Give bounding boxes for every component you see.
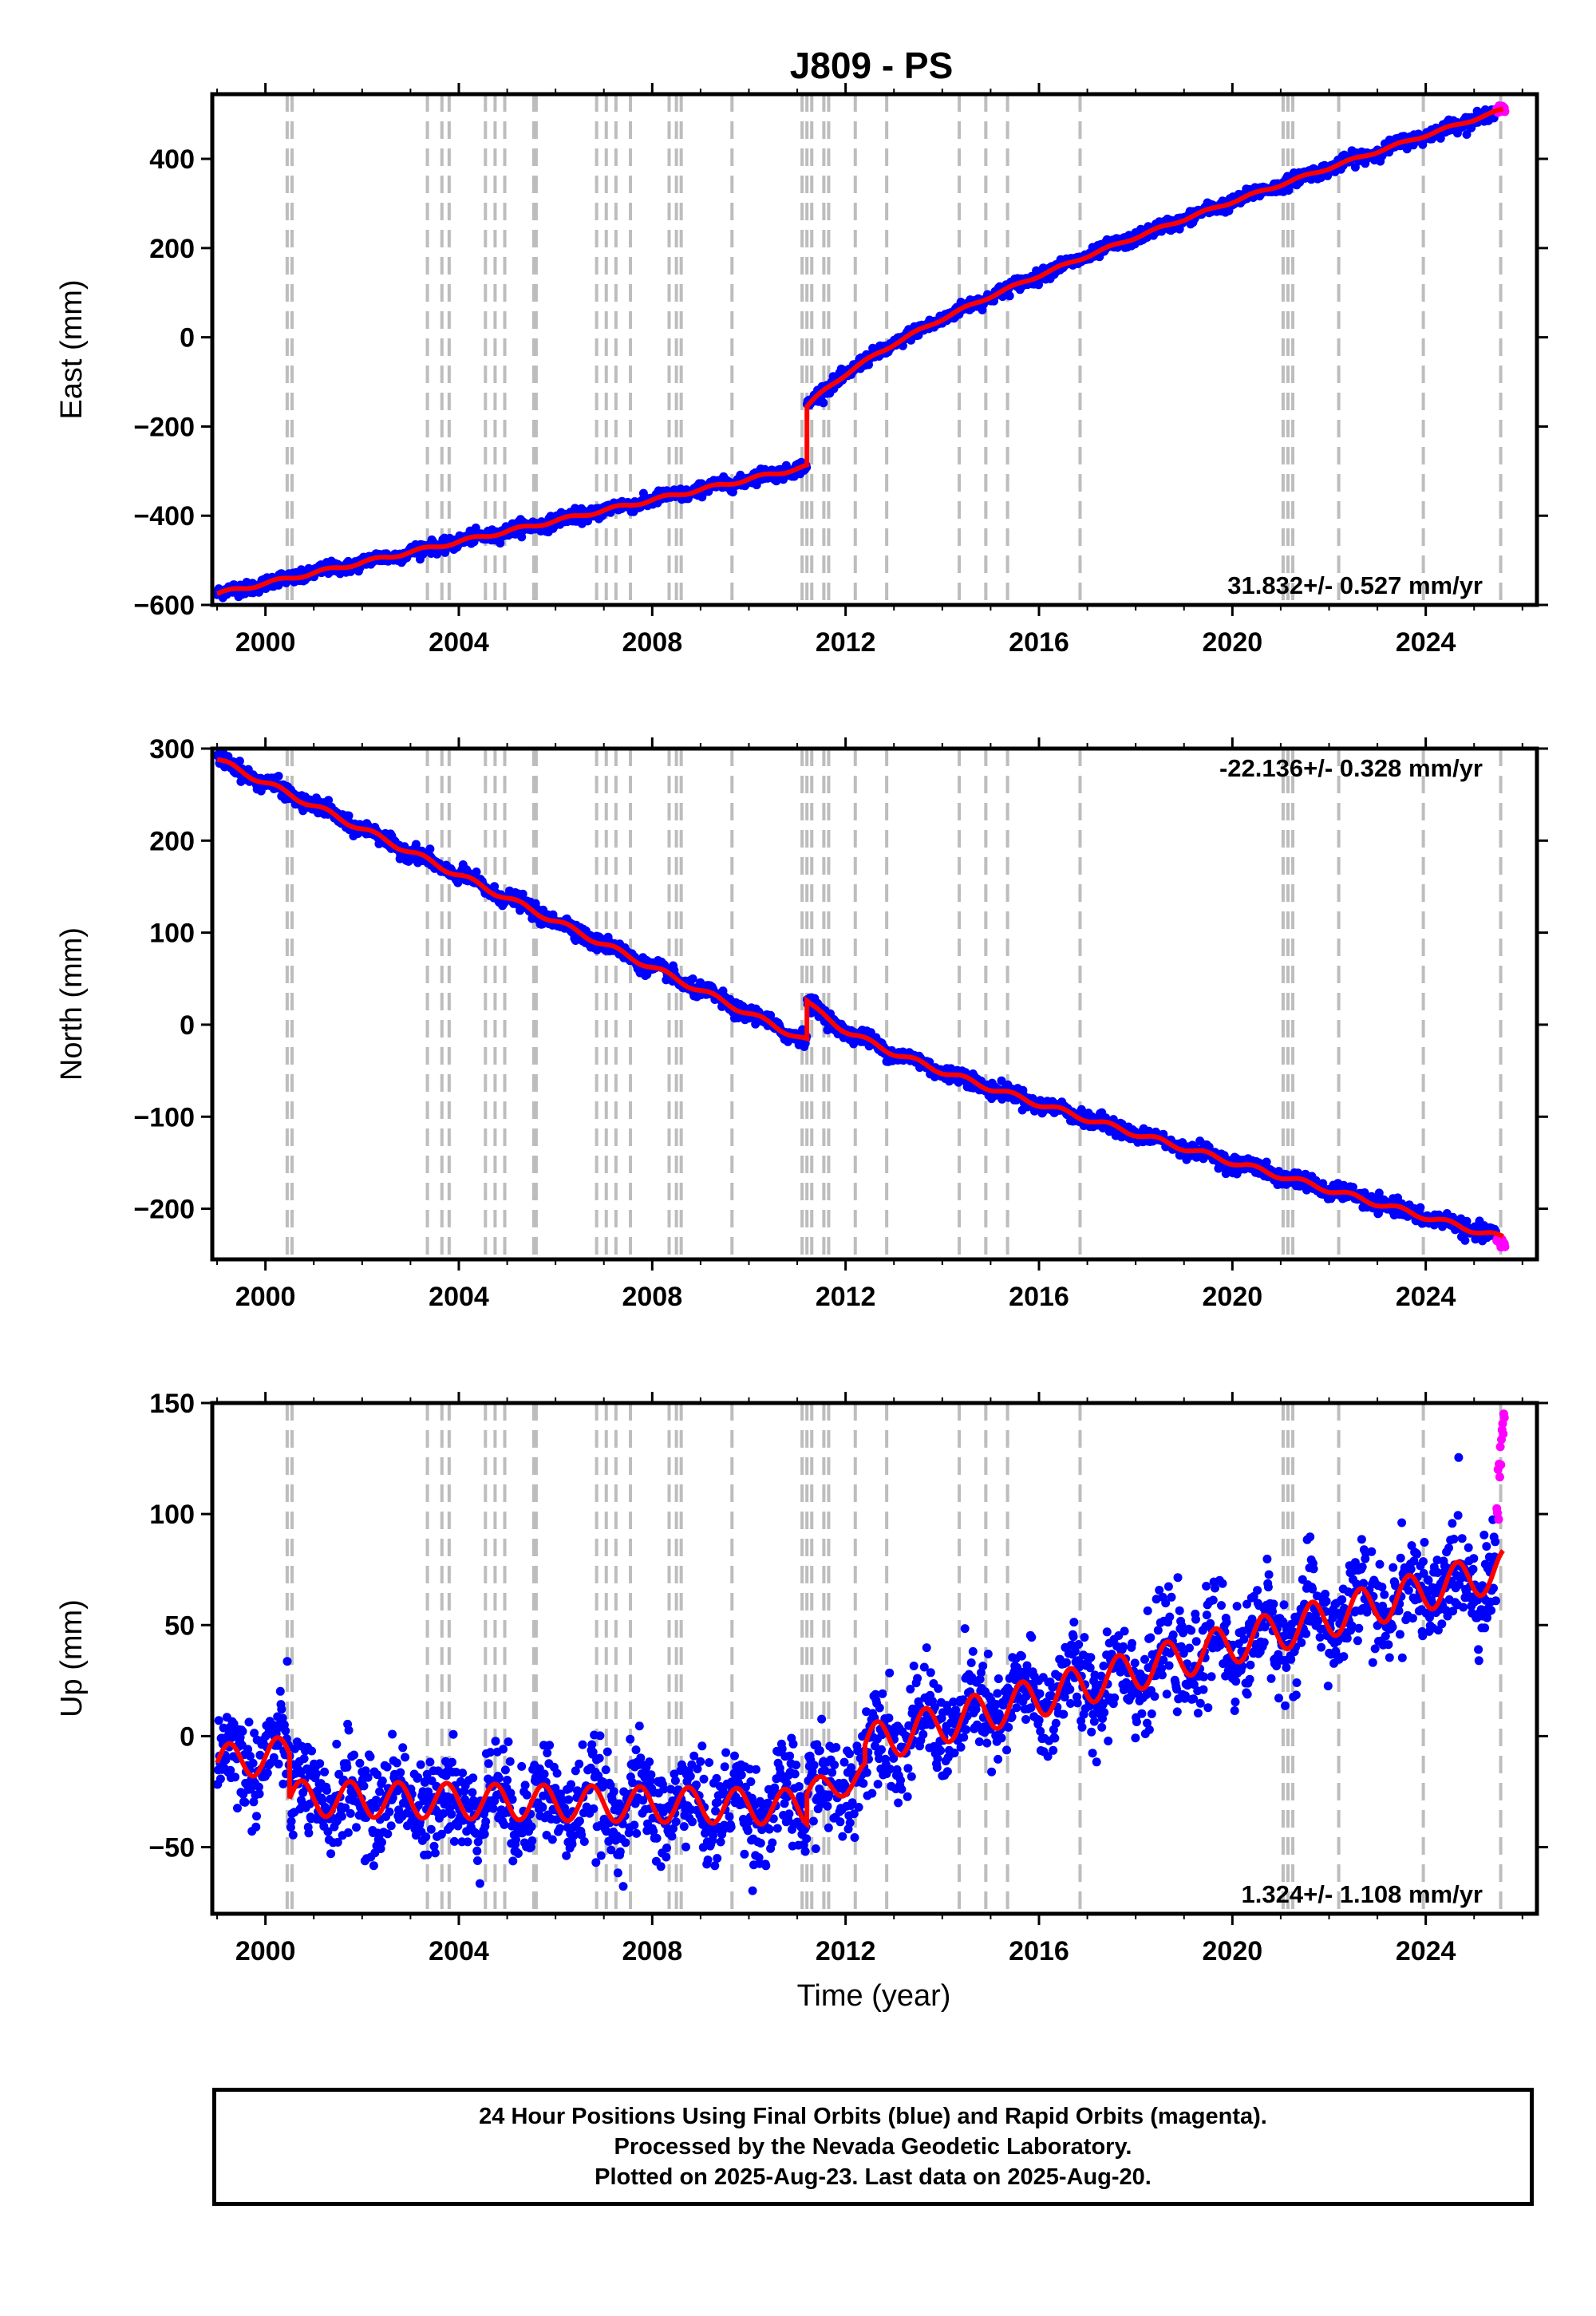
north-panel: 2000 2004 2008 2012 2016 2020 2024 −200 −100 0 100…	[55, 734, 1548, 1312]
data-point	[344, 811, 354, 820]
data-point	[326, 1849, 336, 1859]
data-point	[277, 1705, 286, 1714]
data-point	[275, 1686, 285, 1696]
data-point	[286, 1816, 296, 1826]
y-tick-label: 400	[149, 144, 195, 175]
y-tick-label: 300	[149, 734, 195, 765]
chart-title: J809 - PS	[790, 45, 954, 86]
y-tick-label: −200	[133, 1195, 195, 1225]
data-point	[221, 1755, 231, 1765]
data-point	[1005, 291, 1014, 301]
rapid-point	[1500, 1242, 1510, 1251]
data-point	[282, 1657, 292, 1666]
data-point	[1416, 1203, 1425, 1212]
x-tick-label: 2004	[429, 1282, 489, 1312]
data-point	[288, 1830, 298, 1840]
data-point	[337, 1812, 346, 1821]
up-panel: 2000 2004 2008 2012 2016 2020 2024−50050100150…	[55, 1389, 1548, 1966]
x-tick-label: 2000	[235, 1282, 296, 1312]
data-point	[496, 539, 505, 548]
x-tick-label: 2016	[1009, 1282, 1069, 1312]
event-lines	[285, 94, 1503, 605]
y-tick-label: −100	[133, 1102, 195, 1132]
data-point	[350, 1750, 359, 1760]
data-point	[332, 1739, 342, 1749]
data-point	[315, 1759, 325, 1769]
data-point	[274, 1759, 283, 1769]
y-tick-label: −400	[133, 501, 195, 532]
y-axis-label: North (mm)	[55, 927, 89, 1081]
event-lines	[285, 1403, 1503, 1914]
data-point	[299, 1754, 309, 1764]
data-point	[343, 1828, 353, 1837]
y-tick-label: 200	[149, 826, 195, 856]
x-tick-label: 2012	[816, 627, 876, 658]
model-line	[216, 757, 1504, 1239]
data-point	[320, 1767, 330, 1777]
data-point	[311, 1769, 321, 1778]
y-tick-label: −600	[133, 591, 195, 621]
x-tick-label: 2024	[1396, 627, 1456, 658]
velocity-label: -22.136+/- 0.328 mm/yr	[1219, 754, 1483, 782]
data-point	[344, 1725, 354, 1735]
data-point	[307, 1746, 317, 1756]
y-tick-label: 0	[180, 323, 195, 354]
data-point	[263, 1769, 272, 1778]
data-point	[248, 1758, 258, 1768]
x-tick-label: 2008	[622, 1282, 682, 1312]
data-point	[342, 1762, 352, 1772]
x-tick-label: 2020	[1203, 627, 1263, 658]
data-point	[233, 1804, 242, 1813]
data-point	[238, 1726, 247, 1736]
y-axis: −200 −100 0 100 200 300	[133, 734, 1548, 1225]
x-tick-label: 2016	[1009, 627, 1069, 658]
data-point	[281, 1726, 290, 1736]
east-panel: 2000 2004 2008 2012 2016 2020 2024−600−400−200…	[55, 83, 1548, 658]
velocity-label: 31.832+/- 0.527 mm/yr	[1227, 571, 1483, 599]
x-tick-label: 2000	[235, 627, 296, 658]
data-point	[304, 1828, 314, 1838]
data-point	[688, 974, 697, 983]
data-point	[214, 1716, 223, 1725]
x-axis: 2000 2004 2008 2012 2016 2020 2024	[216, 737, 1523, 1312]
x-tick-label: 2024	[1396, 1282, 1456, 1312]
y-tick-label: 200	[149, 234, 195, 264]
data-point	[1460, 1235, 1470, 1245]
x-tick-label: 2008	[622, 627, 682, 658]
data-point	[1262, 1157, 1271, 1167]
x-tick-label: 2012	[816, 1282, 876, 1312]
data-point	[235, 757, 244, 766]
y-axis-label: East (mm)	[55, 279, 89, 419]
data-point	[322, 1785, 331, 1795]
data-point	[240, 1797, 250, 1807]
data-point	[274, 772, 283, 781]
x-tick-label: 2020	[1203, 1282, 1263, 1312]
y-tick-label: 0	[180, 1010, 195, 1041]
data-point	[215, 1774, 225, 1784]
y-tick-label: 100	[149, 919, 195, 949]
data-point	[819, 398, 828, 408]
data-point	[346, 1808, 355, 1818]
x-tick-label: 2004	[429, 627, 489, 658]
data-point	[251, 1822, 261, 1832]
data-point	[252, 1812, 261, 1821]
y-tick-label: −200	[133, 412, 195, 442]
data-point	[255, 1789, 264, 1799]
data-point	[425, 844, 435, 854]
data-point	[244, 1717, 254, 1727]
data-point	[231, 1773, 240, 1782]
